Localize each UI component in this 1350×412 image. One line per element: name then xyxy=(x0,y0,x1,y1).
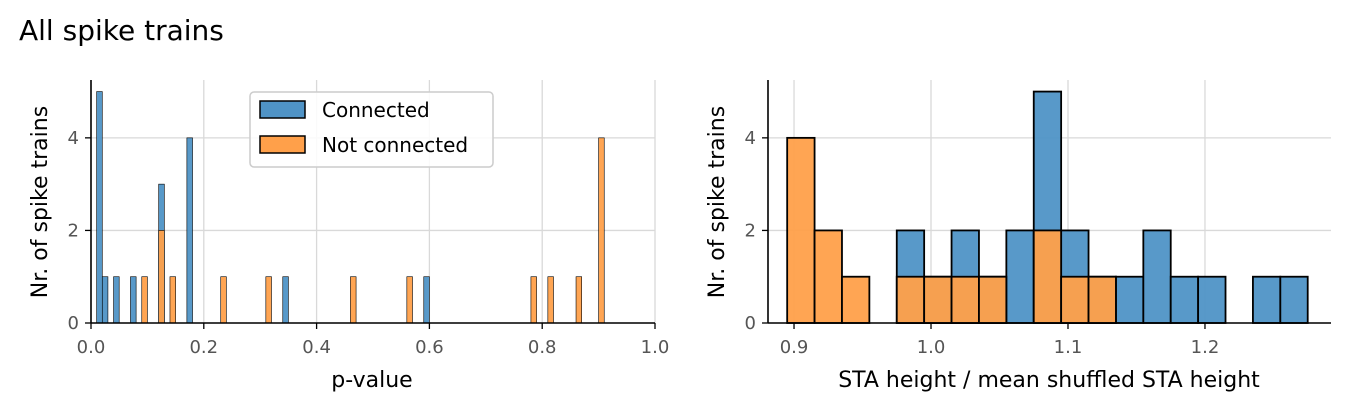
right-bar-not-connected xyxy=(923,275,953,324)
left-bar-connected xyxy=(186,137,193,324)
left-x-tick-label: 0.2 xyxy=(189,337,218,358)
left-bar-not-connected xyxy=(598,137,605,324)
left-bar-connected xyxy=(130,276,137,324)
left-bar-not-connected xyxy=(575,276,582,324)
right-bar-connected xyxy=(1005,229,1035,324)
right-bar-connected xyxy=(1115,275,1145,324)
right-bar-not-connected xyxy=(895,275,926,324)
left-bar-connected xyxy=(101,276,109,324)
right-bars xyxy=(786,90,1309,324)
right-x-tick-label: 0.9 xyxy=(780,337,809,358)
left-bar-not-connected xyxy=(350,276,357,324)
pvalue-histogram: 0.0 0.2 0.4 0.6 0.8 1.0 0 2 4 p-value Nr. of spi… xyxy=(28,80,669,393)
legend-swatch-not-connected xyxy=(259,135,306,154)
right-x-tick-label: 1.1 xyxy=(1054,337,1083,358)
left-axes: 0.0 0.2 0.4 0.6 0.8 1.0 0 2 4 xyxy=(68,80,670,358)
right-bar-connected xyxy=(1142,229,1172,324)
left-bar-not-connected xyxy=(220,276,227,324)
left-bar-not-connected xyxy=(406,276,413,324)
legend-swatch-connected xyxy=(259,100,306,119)
right-x-tick-label: 1.0 xyxy=(917,337,946,358)
left-x-tick-label: 0.0 xyxy=(77,337,106,358)
right-y-tick-label: 0 xyxy=(745,313,756,334)
right-bar-not-connected xyxy=(841,275,871,324)
left-y-tick-label: 0 xyxy=(68,313,79,334)
legend-label-connected: Connected xyxy=(322,98,430,122)
left-x-tick-label: 0.8 xyxy=(528,337,557,358)
legend: Connected Not connected xyxy=(249,91,494,168)
right-bar-not-connected xyxy=(1060,275,1090,324)
left-bars xyxy=(96,91,605,324)
legend-label-not-connected: Not connected xyxy=(322,133,468,157)
right-bar-not-connected xyxy=(978,275,1008,324)
left-x-tick-label: 0.6 xyxy=(415,337,444,358)
right-y-axis-label: Nr. of spike trains xyxy=(705,106,730,298)
left-bar-not-connected xyxy=(547,276,554,324)
right-bar-connected xyxy=(1197,275,1227,324)
left-bar-connected xyxy=(96,91,103,324)
right-y-tick-label: 2 xyxy=(745,220,756,241)
left-bar-not-connected xyxy=(265,276,272,324)
right-bar-not-connected xyxy=(786,136,816,324)
left-bar-connected xyxy=(423,276,430,324)
right-bar-connected xyxy=(1169,275,1200,324)
right-bar-not-connected xyxy=(1032,229,1063,324)
left-y-tick-label: 2 xyxy=(68,220,79,241)
left-x-axis-label: p-value xyxy=(331,368,412,393)
left-bar-not-connected xyxy=(169,276,176,324)
right-bar-not-connected xyxy=(813,229,843,324)
left-bar-connected xyxy=(282,276,289,324)
right-bar-connected xyxy=(1252,275,1282,324)
right-y-tick-label: 4 xyxy=(745,128,756,149)
legend-frame xyxy=(249,91,494,168)
left-y-axis-label: Nr. of spike trains xyxy=(28,106,53,298)
right-x-axis-label: STA height / mean shuffled STA height xyxy=(838,368,1260,393)
figure-title: All spike trains xyxy=(19,14,224,47)
sta-height-histogram: 0.9 1.0 1.1 1.2 0 2 4 STA height / mean shuffl… xyxy=(705,80,1331,393)
left-bar-not-connected xyxy=(158,230,165,324)
right-bar-connected xyxy=(1279,275,1309,324)
left-x-tick-label: 1.0 xyxy=(641,337,670,358)
left-bar-connected xyxy=(113,276,120,324)
left-x-tick-label: 0.4 xyxy=(302,337,331,358)
left-bar-not-connected xyxy=(530,276,537,324)
left-y-tick-label: 4 xyxy=(68,128,79,149)
right-x-tick-label: 1.2 xyxy=(1191,337,1220,358)
right-axes: 0.9 1.0 1.1 1.2 0 2 4 xyxy=(745,80,1331,358)
right-bar-not-connected xyxy=(1087,275,1117,324)
right-bar-not-connected xyxy=(950,275,980,324)
left-bar-not-connected xyxy=(141,276,148,324)
